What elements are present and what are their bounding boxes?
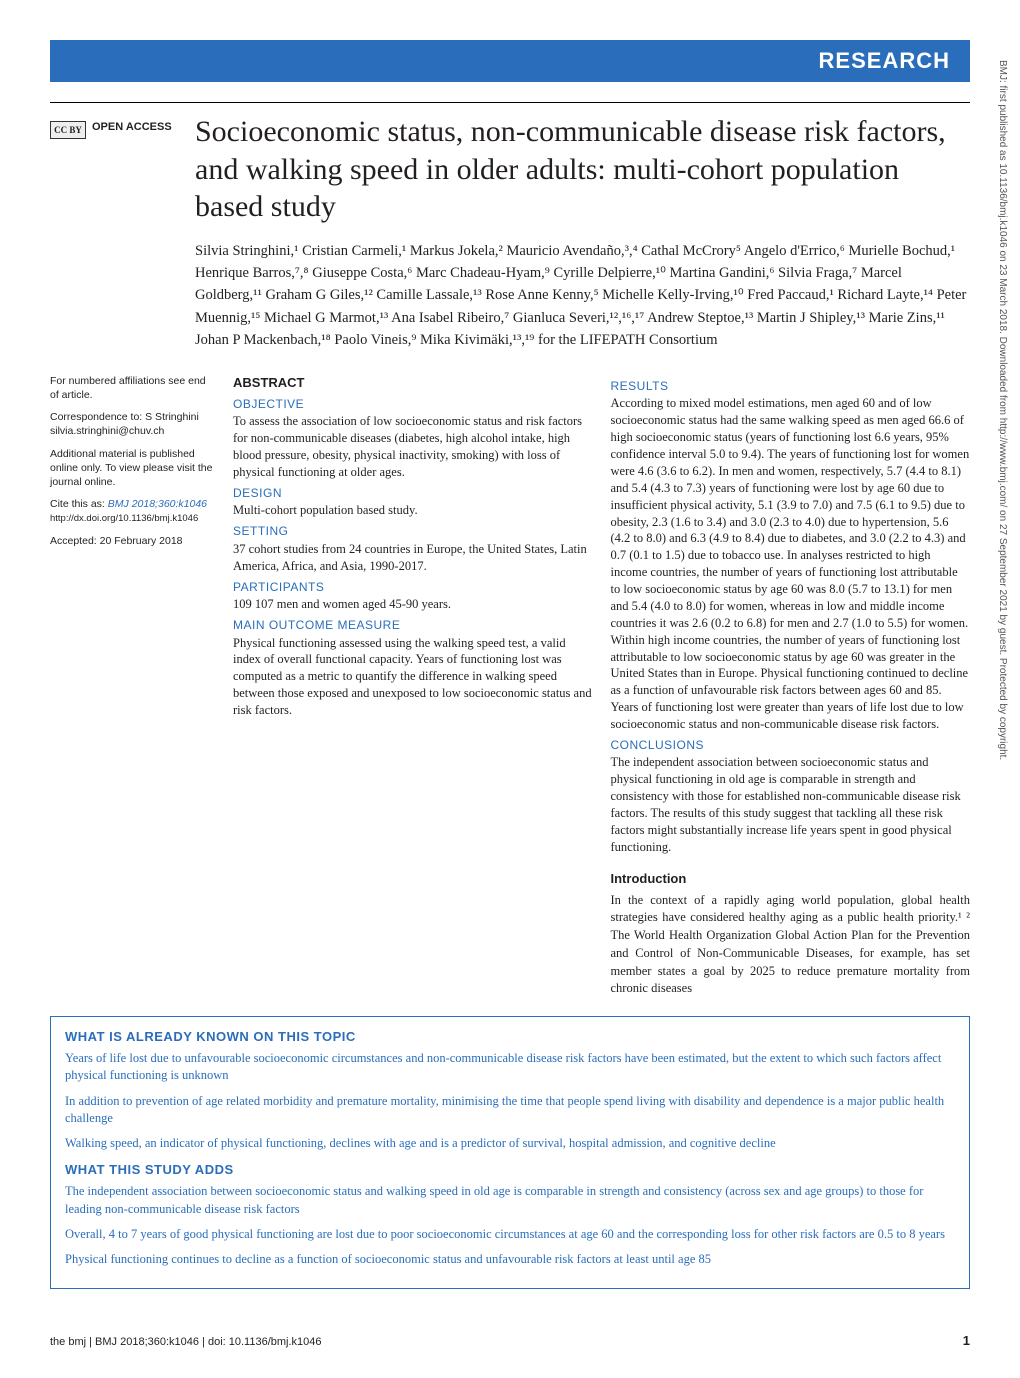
doi-link: http://dx.doi.org/10.1136/bmj.k1046 bbox=[50, 513, 198, 524]
article-header: CC BY OPEN ACCESS Socioeconomic status, … bbox=[50, 103, 970, 352]
abstract-column-right: RESULTS According to mixed model estimat… bbox=[611, 374, 971, 998]
design-heading: DESIGN bbox=[233, 485, 593, 502]
footer-citation: the bmj | BMJ 2018;360:k1046 | doi: 10.1… bbox=[50, 1336, 322, 1348]
supplement-note: Additional material is published online … bbox=[50, 447, 215, 490]
participants-heading: PARTICIPANTS bbox=[233, 579, 593, 596]
conclusions-heading: CONCLUSIONS bbox=[611, 737, 971, 754]
objective-text: To assess the association of low socioec… bbox=[233, 413, 593, 481]
open-access-badge-wrap: CC BY OPEN ACCESS bbox=[50, 113, 180, 352]
correspondence-note: Correspondence to: S Stringhini silvia.s… bbox=[50, 410, 215, 438]
article-title: Socioeconomic status, non-communicable d… bbox=[195, 113, 970, 226]
summary-box: WHAT IS ALREADY KNOWN ON THIS TOPIC Year… bbox=[50, 1016, 970, 1289]
page-container: RESEARCH CC BY OPEN ACCESS Socioeconomic… bbox=[0, 0, 1020, 1378]
outcome-heading: MAIN OUTCOME MEASURE bbox=[233, 617, 593, 634]
results-heading: RESULTS bbox=[611, 378, 971, 395]
research-banner: RESEARCH bbox=[50, 40, 970, 82]
lower-grid: WHAT IS ALREADY KNOWN ON THIS TOPIC Year… bbox=[50, 998, 970, 1307]
article-sidebar: For numbered affiliations see end of art… bbox=[50, 374, 215, 998]
page-footer: the bmj | BMJ 2018;360:k1046 | doi: 10.1… bbox=[50, 1333, 970, 1348]
objective-heading: OBJECTIVE bbox=[233, 396, 593, 413]
known-item: Walking speed, an indicator of physical … bbox=[65, 1135, 955, 1152]
adds-item: The independent association between soci… bbox=[65, 1183, 955, 1218]
known-heading: WHAT IS ALREADY KNOWN ON THIS TOPIC bbox=[65, 1029, 955, 1044]
abstract-column-left: ABSTRACT OBJECTIVE To assess the associa… bbox=[233, 374, 593, 998]
outcome-text: Physical functioning assessed using the … bbox=[233, 635, 593, 719]
abstract-heading: ABSTRACT bbox=[233, 374, 593, 392]
title-block: Socioeconomic status, non-communicable d… bbox=[195, 113, 970, 352]
open-access-label: OPEN ACCESS bbox=[92, 121, 172, 133]
accepted-date: Accepted: 20 February 2018 bbox=[50, 534, 215, 548]
adds-item: Overall, 4 to 7 years of good physical f… bbox=[65, 1226, 955, 1243]
adds-item: Physical functioning continues to declin… bbox=[65, 1251, 955, 1268]
page-number: 1 bbox=[963, 1333, 970, 1348]
known-item: Years of life lost due to unfavourable s… bbox=[65, 1050, 955, 1085]
author-list: Silvia Stringhini,¹ Cristian Carmeli,¹ M… bbox=[195, 240, 970, 352]
citation-block: Cite this as: BMJ 2018;360:k1046 http://… bbox=[50, 497, 215, 526]
participants-text: 109 107 men and women aged 45-90 years. bbox=[233, 596, 593, 613]
cc-license-icon: CC BY bbox=[50, 121, 86, 139]
main-content-grid: For numbered affiliations see end of art… bbox=[50, 374, 970, 998]
citation-ref: BMJ 2018;360:k1046 bbox=[108, 498, 207, 510]
affiliations-note: For numbered affiliations see end of art… bbox=[50, 374, 215, 402]
design-text: Multi-cohort population based study. bbox=[233, 502, 593, 519]
introduction-heading: Introduction bbox=[611, 870, 971, 888]
introduction-text: In the context of a rapidly aging world … bbox=[611, 892, 971, 999]
conclusions-text: The independent association between soci… bbox=[611, 754, 971, 855]
setting-heading: SETTING bbox=[233, 523, 593, 540]
adds-heading: WHAT THIS STUDY ADDS bbox=[65, 1162, 955, 1177]
known-item: In addition to prevention of age related… bbox=[65, 1093, 955, 1128]
results-text: According to mixed model estimations, me… bbox=[611, 395, 971, 733]
setting-text: 37 cohort studies from 24 countries in E… bbox=[233, 541, 593, 575]
